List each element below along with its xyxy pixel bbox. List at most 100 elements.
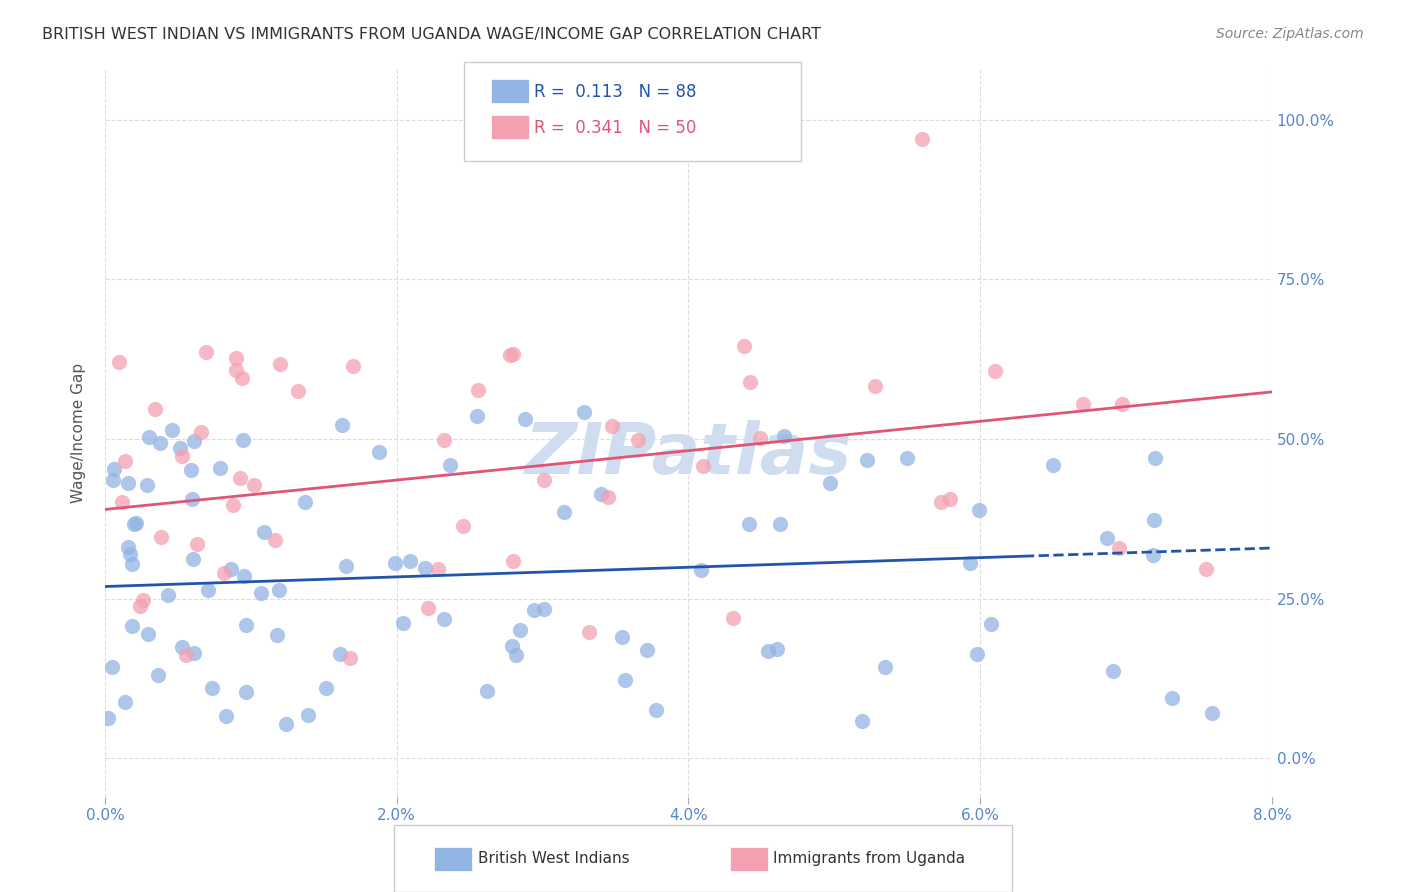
Point [180,463,202,477]
Point [1144,451,1167,466]
Point [148,668,170,682]
Point [427,561,450,575]
Point [738,517,761,532]
Point [439,458,461,472]
Point [269,582,291,597]
Point [215,709,238,723]
Point [1142,549,1164,563]
Point [250,586,273,600]
Point [335,558,357,573]
Point [502,347,524,361]
Point [125,516,148,531]
Point [502,554,524,568]
Point [610,631,633,645]
Text: ZIPatlas: ZIPatlas [524,420,852,489]
Point [342,359,364,373]
Point [572,404,595,418]
Point [225,351,247,365]
Point [97,711,120,725]
Point [121,619,143,633]
Point [183,434,205,449]
Point [253,524,276,539]
Point [416,601,439,615]
Point [1102,664,1125,678]
Point [138,429,160,443]
Point [269,357,291,371]
Point [645,703,668,717]
Point [451,518,474,533]
Point [600,419,623,434]
Point [117,540,139,554]
Point [156,588,179,602]
Point [984,364,1007,378]
Point [939,492,962,507]
Point [967,503,990,517]
Point [232,434,254,448]
Point [613,673,636,687]
Point [501,639,523,653]
Point [513,412,536,426]
Point [855,452,877,467]
Point [413,560,436,574]
Point [1142,513,1164,527]
Point [169,441,191,455]
Point [966,647,988,661]
Point [276,717,298,731]
Point [929,495,952,509]
Point [181,491,204,506]
Point [692,459,714,474]
Text: R =  0.341   N = 50: R = 0.341 N = 50 [534,119,696,136]
Point [222,498,245,512]
Point [103,473,125,487]
Point [114,454,136,468]
Point [769,517,792,532]
Point [553,505,575,519]
Y-axis label: Wage/Income Gap: Wage/Income Gap [72,362,86,503]
Point [149,436,172,450]
Point [170,640,193,654]
Point [873,660,896,674]
Point [181,552,204,566]
Text: R =  0.113   N = 88: R = 0.113 N = 88 [534,83,697,101]
Point [107,355,129,369]
Point [110,495,132,509]
Point [100,660,122,674]
Point [294,495,316,509]
Point [1042,458,1064,472]
Point [212,566,235,580]
Point [733,339,755,353]
Point [773,429,796,443]
Point [229,471,252,485]
Point [264,533,287,547]
Point [114,695,136,709]
Point [1071,397,1094,411]
Point [122,517,145,532]
Point [980,617,1002,632]
Point [136,478,159,492]
Point [505,648,527,663]
Point [433,611,456,625]
Point [1160,690,1182,705]
Point [172,450,194,464]
Point [368,444,391,458]
Point [208,461,231,475]
Point [533,602,555,616]
Point [384,557,406,571]
Point [183,646,205,660]
Point [225,363,247,377]
Point [121,557,143,571]
Point [851,714,873,728]
Point [232,568,254,582]
Point [690,563,713,577]
Point [865,378,887,392]
Point [129,599,152,613]
Point [315,681,337,695]
Point [103,461,125,475]
Text: Immigrants from Uganda: Immigrants from Uganda [773,852,966,866]
Point [197,582,219,597]
Point [756,643,779,657]
Point [150,530,173,544]
Point [1201,706,1223,721]
Point [465,409,488,423]
Point [911,132,934,146]
